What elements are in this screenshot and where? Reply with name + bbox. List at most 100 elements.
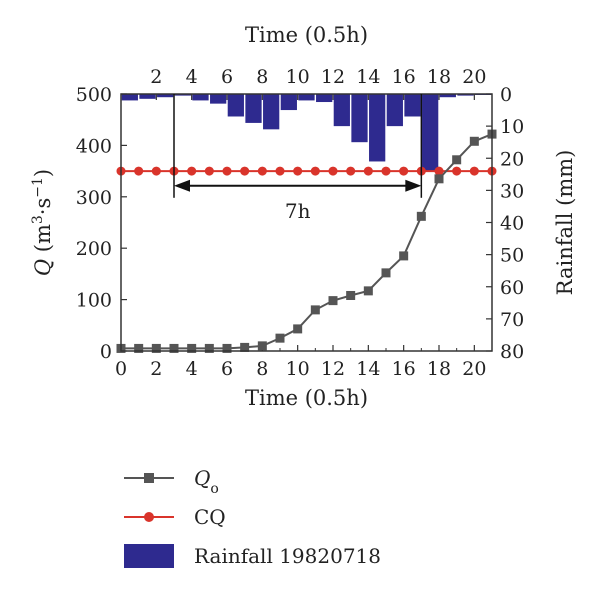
bottom-x-tick-label: 8 xyxy=(256,358,268,380)
rainfall-bar xyxy=(157,94,174,98)
left-axis-title-q: Q xyxy=(31,259,55,276)
top-x-tick-label: 2 xyxy=(150,66,162,88)
rainfall-bar xyxy=(280,94,297,111)
bottom-x-tick-label: 18 xyxy=(427,358,451,380)
top-x-ticks: 2 4 6 8 10 12 14 16 18 20 xyxy=(150,66,486,100)
bottom-x-tick-label: 12 xyxy=(321,358,345,380)
cq-point xyxy=(151,166,161,176)
top-x-tick-label: 16 xyxy=(392,66,416,88)
rainfall-bar xyxy=(369,94,386,162)
cq-point xyxy=(381,166,391,176)
rainfall-bar xyxy=(263,94,280,130)
annotation-label: 7h xyxy=(285,199,311,223)
top-x-tick-label: 6 xyxy=(221,66,233,88)
cq-point xyxy=(328,166,338,176)
left-axis-title-exp2: −1 xyxy=(30,177,46,198)
cq-point xyxy=(134,166,144,176)
bottom-x-tick-label: 0 xyxy=(115,358,127,380)
bottom-x-tick-label: 20 xyxy=(462,358,486,380)
right-y-tick-label: 40 xyxy=(500,213,524,235)
q-point xyxy=(310,305,320,315)
bottom-x-ticks: 0 2 4 6 8 10 12 14 16 18 20 xyxy=(115,345,486,380)
top-x-tick-label: 12 xyxy=(321,66,345,88)
bottom-x-tick-label: 2 xyxy=(150,358,162,380)
cq-point xyxy=(434,166,444,176)
rainfall-bar xyxy=(316,94,333,103)
plot-frame xyxy=(120,93,493,352)
top-x-tick-label: 18 xyxy=(427,66,451,88)
right-y-tick-label: 70 xyxy=(500,309,524,331)
bottom-x-tick-label: 16 xyxy=(392,358,416,380)
rainfall-bar xyxy=(245,94,262,123)
left-y-ticks: 0 100 200 300 400 500 xyxy=(76,84,127,363)
right-y-tick-label: 20 xyxy=(500,148,524,170)
series-lines xyxy=(121,133,493,350)
q-point xyxy=(381,268,391,278)
rainfall-bar xyxy=(192,94,209,101)
left-axis-title-unit: (m xyxy=(31,224,55,259)
q-point xyxy=(187,343,197,353)
rainfall-bar xyxy=(333,94,350,127)
right-y-tick-label: 50 xyxy=(500,245,524,267)
legend-cq-label: CQ xyxy=(194,505,226,529)
cq-point xyxy=(293,166,303,176)
cq-point xyxy=(363,166,373,176)
left-y-tick-label: 0 xyxy=(100,341,112,363)
cq-point xyxy=(310,166,320,176)
cq-point xyxy=(275,166,285,176)
rainfall-bar xyxy=(351,94,368,143)
cq-point xyxy=(399,166,409,176)
cq-point xyxy=(257,166,267,176)
left-axis-title: Q (m3·s−1) xyxy=(30,169,55,276)
q-point xyxy=(240,342,250,352)
q-point xyxy=(346,290,356,300)
rainfall-bar xyxy=(404,94,421,117)
left-axis-title-exp: 3 xyxy=(30,215,46,224)
left-axis-title-close: ) xyxy=(31,169,55,177)
rainfall-bar xyxy=(227,94,244,117)
top-x-tick-label: 14 xyxy=(356,66,380,88)
cq-point xyxy=(452,166,462,176)
right-y-tick-label: 0 xyxy=(500,84,512,106)
annotation-arrowhead-right xyxy=(405,179,422,192)
right-y-tick-label: 10 xyxy=(500,116,524,138)
bottom-x-tick-label: 14 xyxy=(356,358,380,380)
cq-point xyxy=(346,166,356,176)
bottom-axis-title: Time (0.5h) xyxy=(245,386,368,410)
right-y-tick-label: 30 xyxy=(500,180,524,202)
legend-q-marker xyxy=(144,473,154,483)
q-point xyxy=(399,251,409,261)
duration-annotation: 7h xyxy=(173,94,423,223)
annotation-arrowhead-left xyxy=(174,179,190,192)
rainfall-bar xyxy=(174,94,191,96)
top-x-tick-label: 8 xyxy=(256,66,268,88)
q-point xyxy=(204,343,214,353)
left-axis-title-unit2: ·s xyxy=(31,198,55,215)
left-y-tick-label: 200 xyxy=(76,238,112,260)
bottom-x-tick-label: 6 xyxy=(221,358,233,380)
q-point xyxy=(363,286,373,296)
legend-q-label: Qo xyxy=(194,466,219,497)
cq-point xyxy=(187,166,197,176)
rainfall-bar xyxy=(439,94,456,98)
rainfall-bar xyxy=(386,94,403,127)
left-y-tick-label: 300 xyxy=(76,187,112,209)
cq-point xyxy=(469,166,479,176)
series-markers xyxy=(116,129,497,353)
q-point xyxy=(328,296,338,306)
top-x-tick-label: 10 xyxy=(286,66,310,88)
left-y-tick-label: 500 xyxy=(76,84,112,106)
left-y-tick-label: 100 xyxy=(76,290,112,312)
right-y-tick-label: 60 xyxy=(500,277,524,299)
top-axis-title: Time (0.5h) xyxy=(245,23,368,47)
cq-point xyxy=(222,166,232,176)
legend-rainfall-swatch xyxy=(124,544,174,568)
bottom-x-tick-label: 10 xyxy=(286,358,310,380)
q-point xyxy=(275,333,285,343)
legend-item-q: Qo xyxy=(124,466,219,497)
rainfall-bar xyxy=(210,94,227,104)
rainfall-bar xyxy=(457,94,474,96)
q-point xyxy=(416,211,426,221)
legend-item-cq: CQ xyxy=(124,505,226,529)
